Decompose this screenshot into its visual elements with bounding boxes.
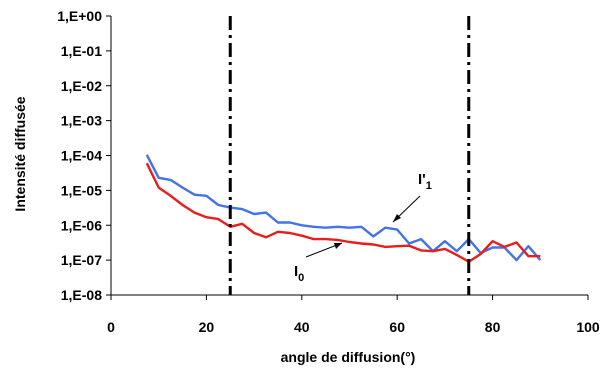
y-tick-label: 1,E-03 (61, 113, 102, 129)
y-tick-label: 1,E-06 (61, 217, 102, 233)
tick-labels-layer: 1,E-08 1,E-07 1,E-06 1,E-05 1,E-04 1,E-03 1,E-… (57, 8, 600, 335)
series-1-annotation-label: I'1 (418, 171, 432, 192)
x-tick-label: 100 (576, 319, 600, 335)
series-2-label-main: I (294, 263, 298, 280)
x-tick-label: 60 (389, 319, 405, 335)
series-2-label-sub: 0 (298, 272, 304, 284)
y-tick-label: 1,E-08 (61, 287, 102, 303)
series-1-label-main: I' (418, 171, 426, 188)
x-axis-title: angle de diffusion(°) (281, 349, 416, 365)
y-tick-label: 1,E-01 (61, 43, 102, 59)
y-tick-label: 1,E-05 (61, 182, 102, 198)
y-axis-title: Intensité diffusée (12, 96, 28, 211)
series-2-annotation-arrowhead (334, 243, 342, 249)
reference-lines-layer (228, 16, 471, 295)
y-tick-label: 1,E+00 (57, 8, 102, 24)
axes-layer (106, 15, 589, 300)
y-tick-label: 1,E-07 (61, 252, 102, 268)
series-line-2 (145, 162, 541, 263)
series-2-annotation-label: I0 (294, 263, 304, 284)
y-tick-label: 1,E-04 (61, 148, 102, 164)
x-tick-label: 0 (107, 319, 115, 335)
series-layer (145, 154, 542, 263)
series-line-1 (145, 154, 542, 262)
series-1-annotation-arrowhead (393, 214, 401, 222)
y-tick-label: 1,E-02 (61, 78, 102, 94)
x-tick-label: 80 (485, 319, 501, 335)
x-tick-label: 20 (199, 319, 215, 335)
annotations-layer: I'1 I0 (294, 171, 432, 284)
x-tick-label: 40 (294, 319, 310, 335)
series-1-label-sub: 1 (426, 180, 432, 192)
